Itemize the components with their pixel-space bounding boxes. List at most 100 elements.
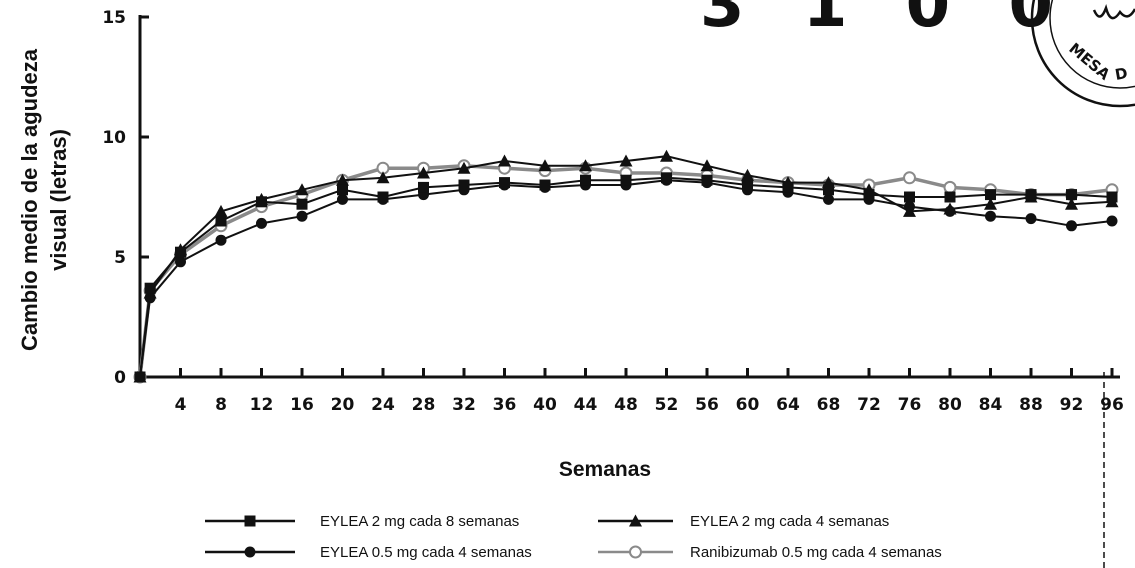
x-tick-label: 16 bbox=[290, 395, 314, 415]
x-tick-label: 12 bbox=[250, 395, 274, 415]
data-point-square bbox=[661, 172, 672, 184]
legend-label: EYLEA 0.5 mg cada 4 semanas bbox=[320, 544, 532, 561]
data-point-open-circle bbox=[943, 180, 957, 194]
data-point-triangle bbox=[498, 154, 511, 167]
data-point-square bbox=[244, 515, 256, 527]
data-point-circle bbox=[823, 193, 834, 205]
data-point-square bbox=[944, 191, 956, 203]
legend-label: Ranibizumab 0.5 mg cada 4 semanas bbox=[690, 544, 942, 561]
x-tick-label: 40 bbox=[533, 395, 557, 415]
data-point-square bbox=[823, 184, 834, 196]
data-point-square bbox=[296, 198, 308, 210]
data-point-circle bbox=[296, 210, 308, 222]
x-tick-label: 56 bbox=[695, 395, 719, 415]
data-point-square bbox=[742, 179, 753, 191]
signature-mark bbox=[1092, 3, 1135, 20]
legend-item: EYLEA 0.5 mg cada 4 semanas bbox=[205, 544, 532, 561]
data-point-triangle bbox=[336, 173, 349, 186]
data-point-square bbox=[904, 191, 915, 203]
x-tick-label: 76 bbox=[898, 395, 922, 415]
data-point-triangle bbox=[214, 204, 228, 217]
x-tick-label: 64 bbox=[776, 395, 800, 415]
x-tick-label: 44 bbox=[574, 395, 598, 415]
series-line bbox=[139, 179, 1113, 378]
data-point-triangle bbox=[417, 166, 430, 179]
data-point-square bbox=[701, 174, 713, 186]
data-point-square bbox=[580, 174, 591, 186]
data-point-square bbox=[144, 282, 156, 294]
data-point-square bbox=[863, 189, 875, 201]
x-tick-label: 60 bbox=[736, 395, 760, 415]
series-line bbox=[139, 155, 1113, 378]
data-point-square bbox=[1106, 191, 1118, 203]
data-point-square bbox=[1025, 189, 1037, 201]
data-point-triangle bbox=[984, 197, 997, 210]
data-point-triangle bbox=[943, 202, 957, 215]
data-point-triangle bbox=[295, 183, 309, 196]
data-point-open-circle bbox=[629, 545, 642, 559]
data-point-square bbox=[458, 179, 470, 191]
data-point-square bbox=[1066, 189, 1077, 201]
data-point-circle bbox=[256, 217, 267, 229]
x-tick-label: 20 bbox=[331, 395, 355, 415]
legend: EYLEA 2 mg cada 8 semanas EYLEA 2 mg cada… bbox=[205, 513, 942, 561]
x-tick-label: 68 bbox=[817, 395, 841, 415]
x-tick-label: 52 bbox=[655, 395, 679, 415]
data-point-triangle bbox=[700, 159, 714, 172]
series-line bbox=[138, 164, 1113, 378]
legend-item: EYLEA 2 mg cada 8 semanas bbox=[205, 513, 519, 530]
data-point-square bbox=[539, 179, 551, 191]
data-point-square bbox=[215, 215, 227, 227]
data-point-square bbox=[620, 174, 632, 186]
series-square bbox=[134, 172, 1118, 383]
data-point-circle bbox=[175, 256, 186, 268]
x-tick-label: 4 bbox=[175, 395, 187, 415]
data-point-square bbox=[377, 191, 389, 203]
data-point-circle bbox=[985, 210, 996, 222]
data-point-circle bbox=[337, 193, 348, 205]
x-tick-label: 28 bbox=[412, 395, 436, 415]
legend-item: EYLEA 2 mg cada 4 semanas bbox=[598, 513, 889, 530]
data-point-triangle bbox=[629, 514, 642, 527]
data-point-triangle bbox=[538, 159, 552, 172]
x-tick-label: 88 bbox=[1019, 395, 1043, 415]
y-tick-label: 0 bbox=[114, 368, 126, 388]
data-point-triangle bbox=[660, 149, 673, 162]
data-point-square bbox=[499, 177, 510, 189]
data-point-square bbox=[337, 184, 348, 196]
y-axis-title-line-2: visual (letras) bbox=[46, 129, 71, 271]
y-axis-title-line-1: Cambio medio de la agudeza bbox=[17, 48, 42, 351]
x-tick-label: 80 bbox=[938, 395, 962, 415]
stamp: 3 1 0 0 MESA D bbox=[700, 0, 1135, 108]
y-tick-label: 5 bbox=[114, 248, 126, 268]
data-point-circle bbox=[215, 234, 227, 246]
seal-text-1: MESA bbox=[1065, 39, 1113, 84]
y-tick-label: 15 bbox=[102, 8, 126, 28]
data-point-triangle bbox=[457, 161, 471, 174]
data-point-triangle bbox=[903, 204, 916, 217]
x-tick-label: 36 bbox=[493, 395, 517, 415]
x-tick-label: 72 bbox=[857, 395, 881, 415]
data-point-square bbox=[418, 181, 429, 193]
data-point-triangle bbox=[1065, 197, 1078, 210]
data-point-open-circle bbox=[903, 171, 916, 185]
legend-label: EYLEA 2 mg cada 4 semanas bbox=[690, 513, 889, 530]
stamp-top-text: 3 1 0 0 bbox=[700, 0, 1071, 42]
data-point-square bbox=[782, 181, 794, 193]
data-point-triangle bbox=[579, 159, 592, 172]
data-point-triangle bbox=[619, 154, 633, 167]
data-point-circle bbox=[1106, 215, 1118, 227]
x-tick-label: 48 bbox=[614, 395, 638, 415]
data-point-triangle bbox=[376, 171, 390, 184]
data-point-square bbox=[256, 196, 267, 208]
data-point-circle bbox=[1025, 213, 1037, 225]
seal-inner-ring bbox=[1049, 0, 1135, 89]
seal-text-2: D bbox=[1114, 64, 1129, 84]
data-point-square bbox=[175, 246, 186, 258]
data-point-square bbox=[985, 189, 996, 201]
x-tick-label: 96 bbox=[1100, 395, 1124, 415]
data-point-triangle bbox=[741, 168, 754, 181]
seal-outer-ring bbox=[1030, 0, 1135, 108]
